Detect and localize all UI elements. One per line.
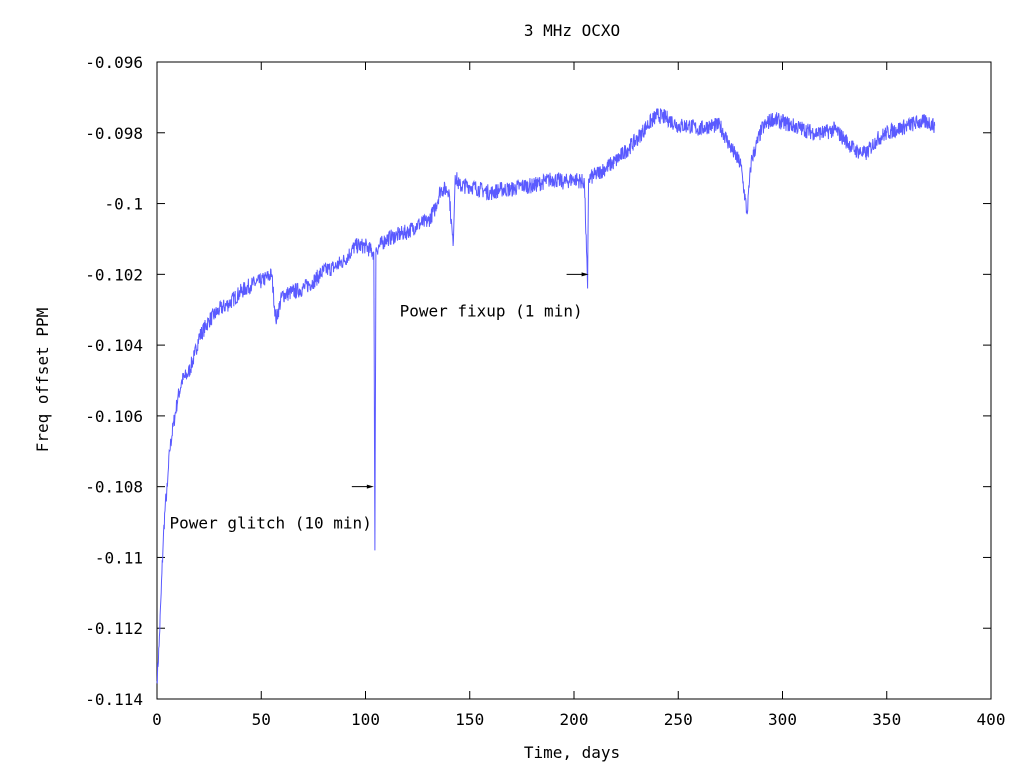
x-tick-label: 100 <box>351 710 380 729</box>
y-tick-label: -0.114 <box>85 690 143 709</box>
y-axis-label: Freq offset PPM <box>33 308 52 453</box>
series-line <box>156 108 936 684</box>
x-axis-label: Time, days <box>524 743 620 762</box>
chart-title: 3 MHz OCXO <box>524 21 620 40</box>
x-tick-label: 200 <box>560 710 589 729</box>
x-tick-labels: 0 50 100 150 200 250 300 350 400 <box>152 710 1005 729</box>
annotations: Power glitch (10 min) Power fixup (1 min) <box>170 272 589 533</box>
y-tick-label: -0.112 <box>85 619 143 638</box>
y-tick-label: -0.11 <box>95 548 143 567</box>
x-tick-label: 400 <box>977 710 1006 729</box>
y-tick-label: -0.106 <box>85 407 143 426</box>
y-tick-label: -0.1 <box>104 195 143 214</box>
y-tick-label: -0.108 <box>85 478 143 497</box>
x-tick-label: 0 <box>152 710 162 729</box>
x-tick-label: 250 <box>664 710 693 729</box>
annotation-label: Power glitch (10 min) <box>170 514 372 533</box>
x-tick-label: 350 <box>872 710 901 729</box>
annotation-arrow-head <box>581 272 589 277</box>
annotation-arrow-head <box>366 484 374 489</box>
ticks <box>156 61 992 700</box>
x-tick-label: 150 <box>455 710 484 729</box>
x-tick-label: 50 <box>252 710 271 729</box>
y-tick-label: -0.098 <box>85 124 143 143</box>
y-tick-labels: -0.096 -0.098 -0.1 -0.102 -0.104 -0.106 -0.108… <box>85 53 143 709</box>
y-tick-label: -0.096 <box>85 53 143 72</box>
y-tick-label: -0.102 <box>85 265 143 284</box>
x-tick-label: 300 <box>768 710 797 729</box>
annotation-label: Power fixup (1 min) <box>400 301 583 320</box>
y-tick-label: -0.104 <box>85 336 143 355</box>
